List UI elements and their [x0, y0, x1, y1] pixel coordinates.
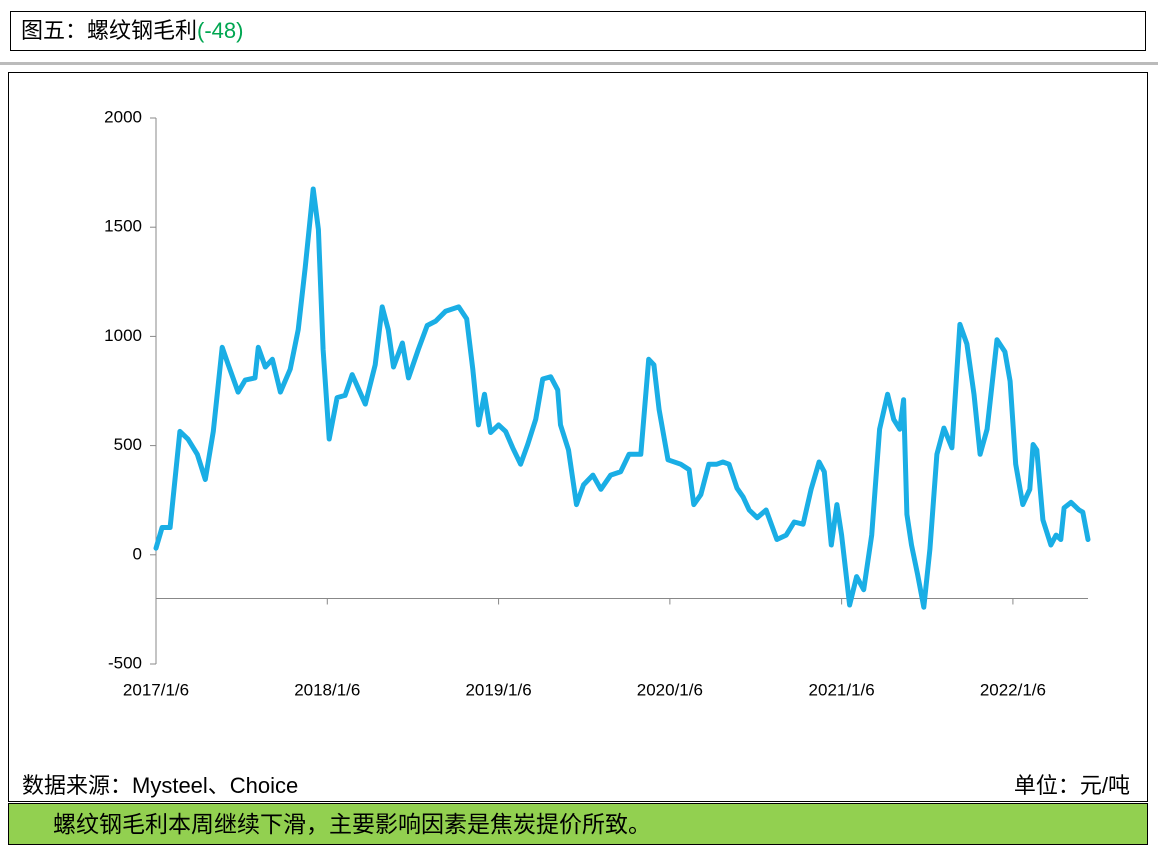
x-tick-label: 2021/1/6 [809, 680, 875, 699]
conclusion: 螺纹钢毛利本周继续下滑，主要影响因素是焦炭提价所致。 [8, 803, 1148, 845]
x-tick-label: 2020/1/6 [637, 680, 703, 699]
source: 数据来源：Mysteel、Choice [22, 773, 299, 798]
y-tick-label: 2000 [104, 107, 142, 126]
chart-frame [8, 72, 1148, 802]
line-series [153, 186, 1091, 610]
y-tick-label: 0 [133, 544, 142, 563]
y-tick-label: 500 [114, 435, 142, 454]
y-tick-label: 1500 [104, 217, 142, 236]
separator [0, 62, 1158, 65]
x-tick-label: 2017/1/6 [123, 680, 189, 699]
y-tick-label: -500 [108, 653, 142, 672]
x-tick-label: 2019/1/6 [465, 680, 531, 699]
x-tick-label: 2018/1/6 [294, 680, 360, 699]
unit: 单位：元/吨 [1013, 773, 1130, 798]
x-tick-label: 2022/1/6 [980, 680, 1046, 699]
y-tick-label: 1000 [104, 326, 142, 345]
title-bar: 图五：螺纹钢毛利(-48) [10, 11, 1146, 51]
title: 图五：螺纹钢毛利 [21, 18, 198, 43]
title-note: (-48) [197, 18, 244, 43]
